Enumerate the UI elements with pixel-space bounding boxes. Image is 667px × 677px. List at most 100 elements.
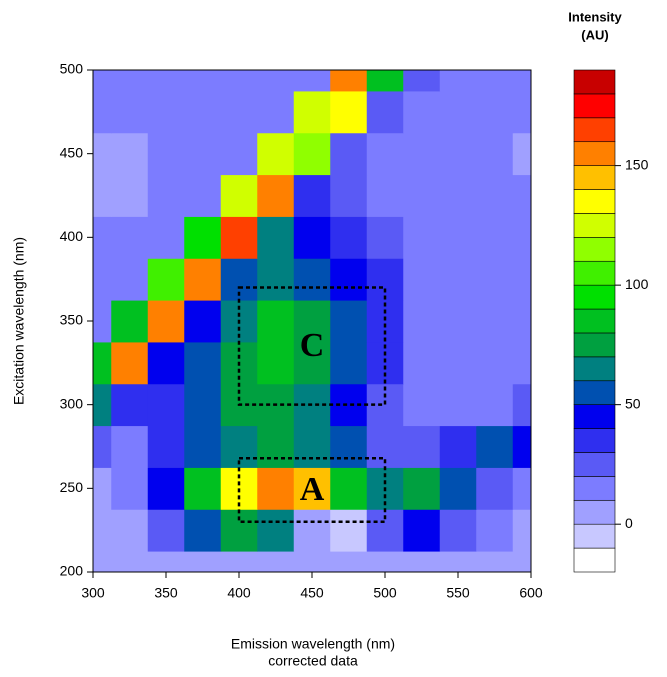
contour-cell: [257, 174, 295, 217]
contour-cell: [293, 70, 331, 92]
contour-cell: [111, 551, 149, 572]
contour-cell: [476, 383, 514, 427]
contour-cell: [93, 216, 112, 259]
contour-cell: [439, 509, 477, 552]
contour-cell: [403, 70, 441, 92]
contour-cell: [147, 90, 185, 134]
contour-cell: [293, 551, 331, 572]
contour-cell: [403, 383, 441, 427]
colorbar-bin: [573, 308, 616, 334]
contour-field: [93, 70, 531, 572]
x-tick-label: 450: [300, 585, 324, 601]
contour-cell: [111, 174, 149, 217]
colorbar-bin: [573, 237, 616, 262]
colorbar-tick-label: 0: [625, 515, 633, 531]
contour-cell: [93, 132, 112, 176]
contour-cell: [476, 258, 514, 301]
contour-cell: [403, 132, 441, 176]
colorbar-bin: [573, 380, 616, 405]
x-tick-label: 350: [154, 585, 178, 601]
contour-cell: [403, 341, 441, 385]
x-tick-label: 600: [519, 585, 543, 601]
contour-cell: [257, 258, 295, 301]
contour-cell: [293, 467, 331, 510]
contour-cell: [220, 216, 258, 259]
contour-cell: [257, 551, 295, 572]
contour-cell: [476, 509, 514, 552]
contour-cell: [330, 132, 368, 176]
contour-cell: [111, 90, 149, 134]
y-tick-label: 450: [60, 144, 84, 160]
contour-cell: [512, 341, 531, 385]
contour-cell: [512, 258, 531, 301]
contour-cell: [330, 509, 368, 552]
contour-cell: [512, 509, 531, 552]
colorbar-title: Intensity: [568, 9, 622, 24]
colorbar-bin: [573, 141, 616, 166]
contour-cell: [293, 132, 331, 176]
contour-cell: [111, 383, 149, 427]
contour-cell: [476, 90, 514, 134]
contour-cell: [512, 467, 531, 510]
contour-cell: [93, 509, 112, 552]
contour-cell: [330, 551, 368, 572]
contour-cell: [93, 467, 112, 510]
contour-cell: [93, 383, 112, 427]
contour-cell: [147, 174, 185, 217]
contour-cell: [147, 216, 185, 259]
contour-cell: [439, 132, 477, 176]
contour-cell: [184, 551, 222, 572]
contour-cell: [476, 70, 514, 92]
contour-cell: [439, 341, 477, 385]
contour-cell: [330, 383, 368, 427]
contour-cell: [476, 300, 514, 343]
y-axis-label: Excitation wavelength (nm): [11, 237, 27, 405]
contour-cell: [147, 551, 185, 572]
contour-cell: [184, 341, 222, 385]
colorbar-bin: [573, 284, 616, 310]
contour-cell: [293, 258, 331, 301]
contour-cell: [293, 216, 331, 259]
contour-cell: [439, 300, 477, 343]
y-tick-label: 500: [60, 61, 84, 77]
contour-cell: [220, 509, 258, 552]
colorbar-title: (AU): [581, 27, 608, 42]
colorbar-bin: [573, 260, 616, 286]
contour-cell: [257, 132, 295, 176]
contour-cell: [93, 425, 112, 468]
contour-cell: [439, 90, 477, 134]
colorbar-bin: [573, 69, 616, 95]
contour-cell: [403, 551, 441, 572]
contour-cell: [93, 341, 112, 385]
contour-cell: [512, 174, 531, 217]
contour-cell: [111, 341, 149, 385]
contour-cell: [476, 341, 514, 385]
x-tick-label: 300: [81, 585, 105, 601]
colorbar-tick-label: 150: [625, 156, 649, 172]
colorbar-bin: [573, 476, 616, 501]
contour-cell: [403, 425, 441, 468]
contour-cell: [330, 467, 368, 510]
contour-cell: [330, 341, 368, 385]
contour-cell: [220, 70, 258, 92]
contour-cell: [184, 174, 222, 217]
contour-cell: [111, 70, 149, 92]
subtitle: corrected data: [268, 653, 358, 669]
contour-cell: [257, 509, 295, 552]
contour-cell: [147, 300, 185, 343]
contour-cell: [147, 132, 185, 176]
contour-cell: [293, 300, 331, 343]
contour-cell: [330, 258, 368, 301]
contour-cell: [184, 258, 222, 301]
x-axis-label: Emission wavelength (nm): [231, 636, 395, 652]
contour-cell: [220, 174, 258, 217]
annotation-label: A: [300, 471, 325, 508]
contour-cell: [147, 425, 185, 468]
contour-cell: [512, 132, 531, 176]
colorbar-tick-label: 100: [625, 276, 649, 292]
contour-cell: [476, 467, 514, 510]
contour-cell: [330, 300, 368, 343]
contour-cell: [293, 425, 331, 468]
y-tick-label: 200: [60, 563, 84, 579]
contour-cell: [439, 383, 477, 427]
